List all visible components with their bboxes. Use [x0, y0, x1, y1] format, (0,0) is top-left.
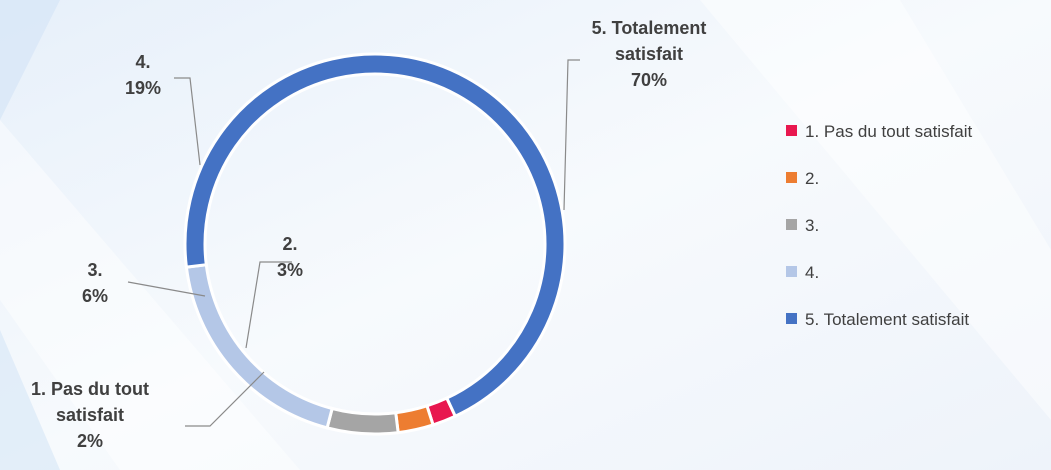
data-label-1: 1. Pas du tout satisfait 2% — [31, 379, 149, 451]
slice-5 — [183, 52, 567, 419]
legend-swatch-5 — [786, 313, 797, 324]
leader-line-1 — [185, 371, 265, 427]
legend: 1. Pas du tout satisfait 2. 3. 4. 5. Totalem… — [786, 122, 973, 329]
doughnut-slices — [183, 52, 567, 436]
data-labels: 1. Pas du tout satisfait 2% 2. 3% 3. 6% 4. 19% 5.… — [31, 18, 706, 451]
data-label-2: 2. 3% — [277, 234, 303, 280]
data-label-5: 5. Totalement satisfait 70% — [592, 18, 707, 90]
slice-3 — [325, 406, 400, 436]
leader-lines — [127, 59, 580, 427]
legend-label-4: 4. — [805, 263, 819, 282]
legend-swatch-3 — [786, 219, 797, 230]
legend-swatch-2 — [786, 172, 797, 183]
data-label-4: 4. 19% — [125, 52, 161, 98]
leader-line-5 — [563, 59, 580, 211]
legend-label-1: 1. Pas du tout satisfait — [805, 122, 973, 141]
legend-swatch-1 — [786, 125, 797, 136]
legend-swatch-4 — [786, 266, 797, 277]
leader-line-2 — [245, 261, 292, 349]
legend-label-2: 2. — [805, 169, 819, 188]
leader-line-4 — [174, 77, 201, 166]
legend-label-3: 3. — [805, 216, 819, 235]
leader-line-3 — [127, 281, 206, 297]
data-label-3: 3. 6% — [82, 260, 108, 306]
legend-label-5: 5. Totalement satisfait — [805, 310, 969, 329]
